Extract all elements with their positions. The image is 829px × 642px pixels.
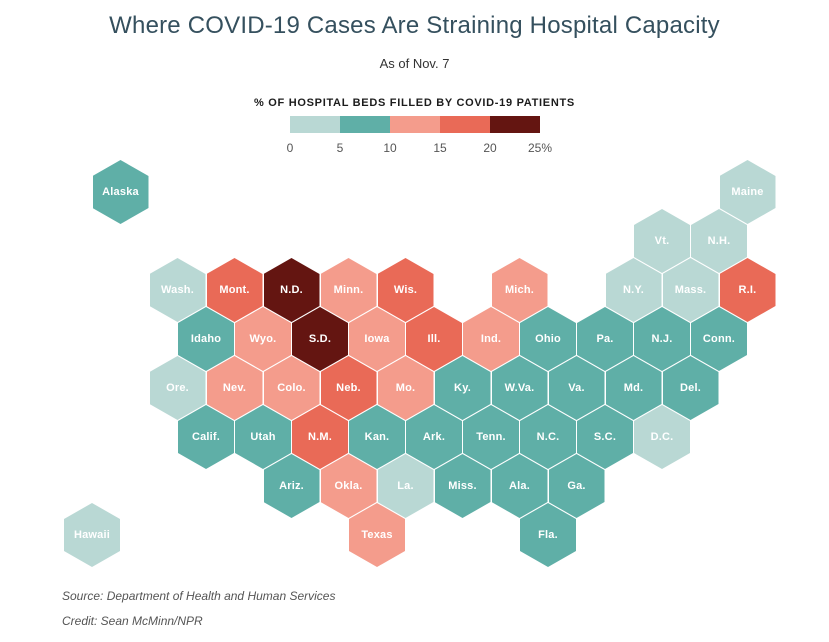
legend-swatch [390,116,440,133]
legend-title: % OF HOSPITAL BEDS FILLED BY COVID-19 PA… [254,97,575,109]
legend-tick-label: 20 [483,141,497,155]
state-label: Calif. [191,431,221,443]
state-label: Pa. [596,333,614,345]
state-label: Md. [623,382,644,394]
state-label: D.C. [650,431,674,443]
state-label: Tenn. [476,431,506,443]
legend-tick-label: 10 [383,141,397,155]
state-label: Nev. [222,382,247,394]
legend-ticks: 0 5 10 15 20 25% [286,141,553,156]
state-label: Fla. [538,529,558,541]
state-label: Texas [361,529,393,541]
state-label: Ill. [427,333,441,345]
state-label: Ala. [509,480,530,492]
state-label: Ore. [166,382,189,394]
state-label: W.Va. [504,382,535,394]
state-label: Hawaii [73,529,111,541]
state-label: Conn. [702,333,736,345]
state-hex-alaska[interactable]: Alaska [92,160,149,224]
legend-swatch [440,116,490,133]
state-label: Miss. [448,480,477,492]
state-label: Ariz. [279,480,304,492]
state-label: Wis. [393,284,418,296]
state-label: Wyo. [249,333,277,345]
state-label: Neb. [336,382,361,394]
state-label: Okla. [334,480,363,492]
state-label: Utah [250,431,276,443]
state-label: Colo. [277,382,306,394]
state-label: N.J. [651,333,673,345]
state-hex-hawaii[interactable]: Hawaii [64,503,120,567]
state-label: S.D. [308,333,332,345]
legend-tick-label: 15 [433,141,447,155]
state-label: La. [397,480,414,492]
page-title: Where COVID-19 Cases Are Straining Hospi… [109,12,720,39]
state-label: Iowa [364,333,390,345]
state-label: Maine [731,186,764,198]
hex-map: Alaska Maine Vt. N.H. Wash. Mont. N.D. Minn. Wis… [0,155,829,585]
state-label: Mich. [504,284,535,296]
credit-note: Credit: Sean McMinn/NPR [62,614,203,628]
state-label: Ky. [454,382,471,394]
subtitle-date: As of Nov. 7 [379,56,450,71]
state-label: Mo. [395,382,416,394]
state-label: R.I. [738,284,757,296]
state-label: N.H. [707,235,731,247]
legend-swatch [340,116,390,133]
state-label: Del. [680,382,701,394]
state-label: Mont. [219,284,250,296]
state-label: Wash. [161,284,194,296]
state-label: N.M. [307,431,333,443]
legend-tick-label: 25% [527,141,553,155]
state-label: S.C. [593,431,617,443]
state-label: Ohio [535,333,561,345]
state-label: Ind. [480,333,502,345]
state-label: Minn. [333,284,364,296]
legend-swatch [290,116,340,133]
state-label: Idaho [190,333,222,345]
legend-scale [290,116,540,133]
state-label: Vt. [654,235,670,247]
legend-tick-label: 0 [286,141,294,155]
state-label: N.C. [536,431,560,443]
legend-tick-label: 5 [336,141,344,155]
state-label: Kan. [364,431,390,443]
state-label: Mass. [674,284,707,296]
state-label: Alaska [102,186,139,198]
state-label: N.D. [280,284,303,296]
state-label: Ark. [422,431,446,443]
legend-swatch [490,116,540,133]
state-label: Ga. [567,480,586,492]
state-label: N.Y. [623,284,644,296]
source-note: Source: Department of Health and Human S… [62,589,336,603]
state-label: Va. [568,382,585,394]
